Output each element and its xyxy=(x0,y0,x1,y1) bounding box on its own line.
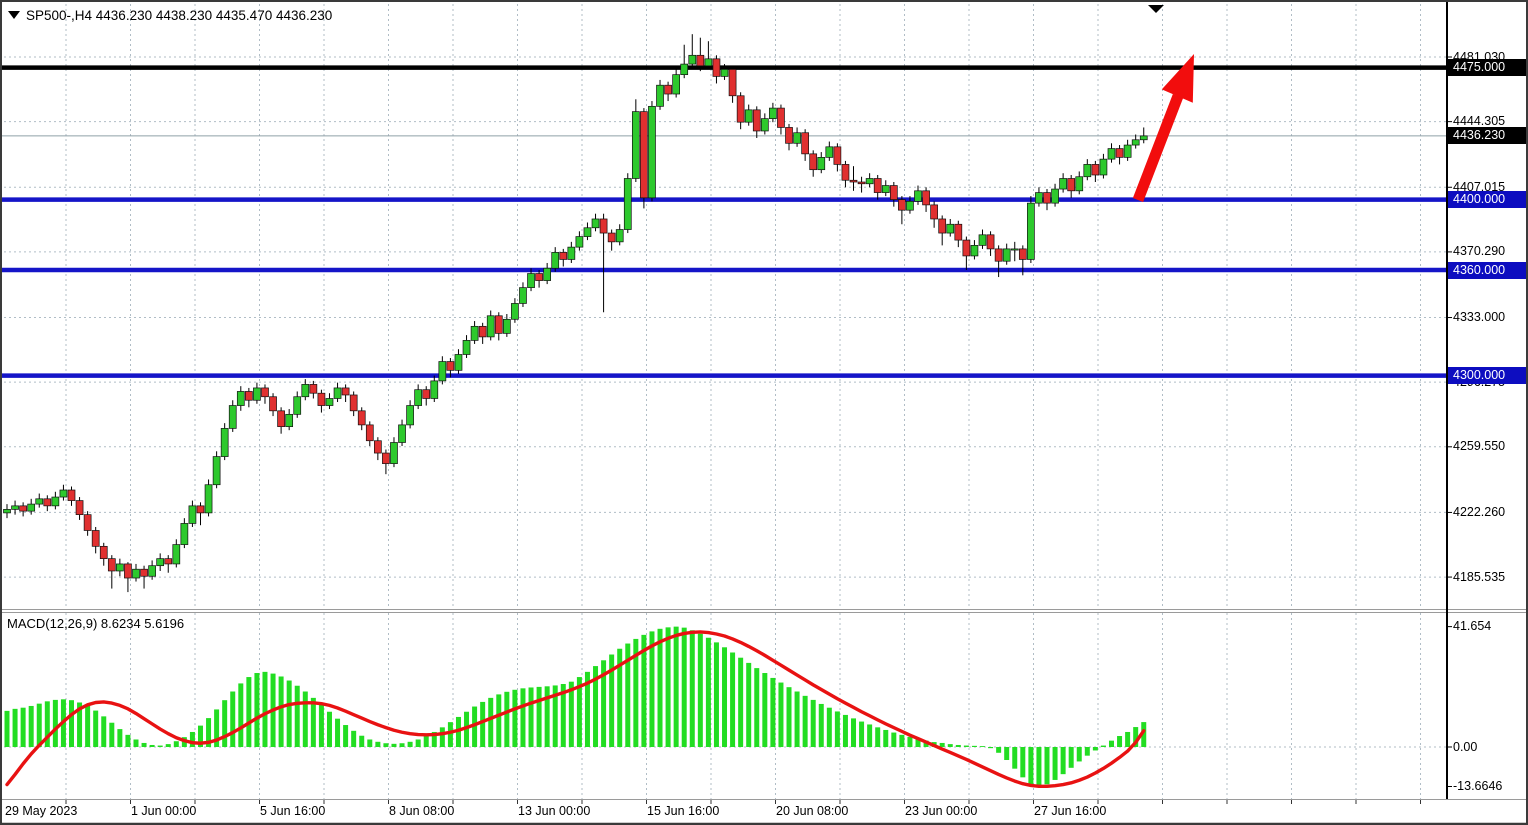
price-tick-label: 4333.000 xyxy=(1453,310,1506,325)
grid xyxy=(4,4,1447,799)
price-level-badge: 4475.000 xyxy=(1448,59,1526,77)
time-tick-label: 1 Jun 00:00 xyxy=(131,804,197,818)
chart-shift-triangle-icon[interactable] xyxy=(1148,5,1164,13)
symbol-dropdown-triangle-icon[interactable] xyxy=(8,11,20,19)
price-level-badge: 4360.000 xyxy=(1448,261,1526,279)
macd-tick-label: 0.00 xyxy=(1453,739,1478,754)
trend-arrow[interactable] xyxy=(1132,54,1194,202)
price-tick-label: 4185.535 xyxy=(1453,569,1506,584)
price-level-badge: 4300.000 xyxy=(1448,367,1526,385)
price-tick-label: 4444.305 xyxy=(1453,114,1506,129)
candlesticks xyxy=(3,34,1148,593)
chart-title: SP500-,H4 4436.230 4438.230 4435.470 443… xyxy=(8,6,332,24)
price-tick-label: 4259.550 xyxy=(1453,439,1506,454)
macd-tick-label: 41.654 xyxy=(1453,619,1492,634)
chart-title-text: SP500-,H4 4436.230 4438.230 4435.470 443… xyxy=(26,7,333,23)
time-tick-label: 23 Jun 00:00 xyxy=(905,804,978,818)
macd-tick-label: -13.6646 xyxy=(1453,778,1503,793)
time-tick-label: 5 Jun 16:00 xyxy=(260,804,326,818)
price-tick-label: 4222.260 xyxy=(1453,504,1506,519)
macd-histogram xyxy=(4,626,1147,787)
macd-indicator-label: MACD(12,26,9) 8.6234 5.6196 xyxy=(7,616,185,631)
time-tick-label: 8 Jun 08:00 xyxy=(389,804,455,818)
time-tick-label: 20 Jun 08:00 xyxy=(776,804,849,818)
time-tick-label: 13 Jun 00:00 xyxy=(518,804,591,818)
price-level-badge: 4400.000 xyxy=(1448,191,1526,209)
time-tick-label: 27 Jun 16:00 xyxy=(1034,804,1107,818)
price-level-badge: 4436.230 xyxy=(1448,127,1526,145)
time-tick-label: 29 May 2023 xyxy=(5,804,78,818)
price-tick-label: 4407.015 xyxy=(1453,179,1506,194)
macd-signal-line xyxy=(5,630,1146,789)
price-tick-label: 4370.290 xyxy=(1453,244,1506,259)
time-tick-label: 15 Jun 16:00 xyxy=(647,804,720,818)
